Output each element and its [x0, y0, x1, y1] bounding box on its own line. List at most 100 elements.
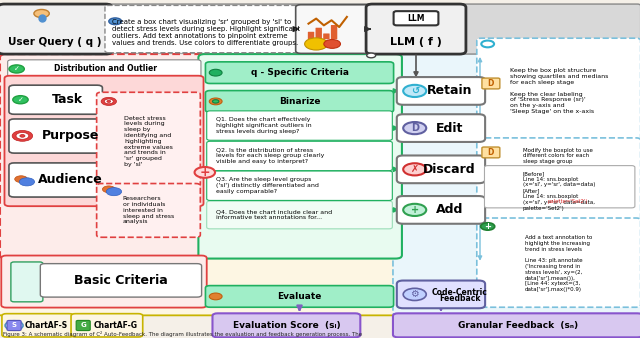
- FancyBboxPatch shape: [0, 4, 112, 54]
- FancyBboxPatch shape: [97, 92, 200, 187]
- FancyBboxPatch shape: [207, 111, 392, 140]
- Text: Q4. Does the chart include clear and
informative text annotations for...: Q4. Does the chart include clear and inf…: [216, 210, 332, 220]
- Text: Granular Feedback  (sₙ): Granular Feedback (sₙ): [458, 321, 578, 330]
- Circle shape: [403, 288, 426, 300]
- FancyBboxPatch shape: [482, 78, 500, 89]
- Text: palette='Set2'): palette='Set2'): [548, 199, 588, 204]
- FancyBboxPatch shape: [207, 201, 392, 229]
- Text: ✓: ✓: [17, 97, 24, 103]
- Text: D: D: [411, 123, 419, 133]
- FancyBboxPatch shape: [477, 138, 640, 220]
- FancyBboxPatch shape: [393, 313, 640, 337]
- Text: Q3. Are the sleep level groups
('sl') distinctly differentiated and
easily compa: Q3. Are the sleep level groups ('sl') di…: [216, 177, 319, 194]
- Text: Audience: Audience: [38, 173, 103, 186]
- FancyBboxPatch shape: [97, 184, 200, 237]
- FancyBboxPatch shape: [323, 33, 330, 39]
- Text: Evaluate: Evaluate: [277, 292, 322, 301]
- FancyBboxPatch shape: [207, 141, 392, 171]
- Text: ↺: ↺: [411, 86, 419, 96]
- Circle shape: [9, 65, 24, 73]
- Circle shape: [209, 69, 222, 76]
- Text: Q2. Is the distribution of stress
levels for each sleep group clearly
visible an: Q2. Is the distribution of stress levels…: [216, 148, 324, 164]
- Circle shape: [403, 122, 426, 134]
- Text: S: S: [12, 322, 17, 329]
- FancyBboxPatch shape: [366, 4, 466, 54]
- FancyBboxPatch shape: [212, 313, 360, 337]
- FancyBboxPatch shape: [482, 147, 500, 158]
- Text: G: G: [81, 322, 86, 329]
- Circle shape: [305, 38, 328, 50]
- Text: +: +: [484, 222, 491, 231]
- FancyBboxPatch shape: [308, 32, 314, 39]
- FancyBboxPatch shape: [205, 91, 394, 112]
- Text: Discard: Discard: [423, 163, 476, 176]
- FancyBboxPatch shape: [393, 51, 640, 315]
- Text: Evaluation Score  (sₗ): Evaluation Score (sₗ): [233, 321, 340, 330]
- Circle shape: [15, 176, 28, 183]
- Text: Basic Criteria: Basic Criteria: [74, 274, 168, 287]
- Text: q - Specific Criteria: q - Specific Criteria: [250, 68, 349, 77]
- FancyBboxPatch shape: [76, 320, 90, 331]
- FancyBboxPatch shape: [2, 314, 74, 337]
- Circle shape: [12, 130, 33, 141]
- Circle shape: [209, 293, 222, 300]
- FancyBboxPatch shape: [397, 196, 485, 224]
- Text: LLM ( f ): LLM ( f ): [390, 37, 442, 47]
- Circle shape: [106, 188, 122, 196]
- Text: User Query ( q ): User Query ( q ): [8, 37, 102, 47]
- FancyBboxPatch shape: [1, 256, 207, 308]
- Circle shape: [104, 99, 113, 104]
- FancyBboxPatch shape: [205, 62, 394, 83]
- FancyBboxPatch shape: [11, 262, 43, 302]
- Circle shape: [403, 163, 426, 175]
- Circle shape: [107, 100, 111, 102]
- Circle shape: [5, 321, 23, 330]
- FancyBboxPatch shape: [0, 51, 400, 315]
- Text: Researchers
or individuals
interested in
sleep and stress
analysis: Researchers or individuals interested in…: [123, 196, 174, 224]
- Circle shape: [209, 98, 222, 105]
- FancyBboxPatch shape: [105, 5, 301, 53]
- Text: Detect stress
levels during
sleep by
identifying and
highlighting
extreme values: Detect stress levels during sleep by ide…: [124, 116, 173, 167]
- FancyBboxPatch shape: [296, 5, 373, 53]
- FancyBboxPatch shape: [331, 25, 337, 39]
- Text: Retain: Retain: [426, 84, 472, 97]
- Circle shape: [19, 178, 35, 186]
- Text: Purpose: Purpose: [42, 129, 99, 142]
- Text: Binarize: Binarize: [279, 97, 320, 106]
- FancyBboxPatch shape: [316, 28, 322, 39]
- Text: LLM: LLM: [407, 14, 425, 23]
- Text: Edit: Edit: [436, 122, 463, 135]
- FancyBboxPatch shape: [9, 85, 102, 114]
- Circle shape: [481, 223, 495, 230]
- Circle shape: [195, 167, 215, 178]
- Circle shape: [481, 41, 494, 47]
- Text: ✓: ✓: [19, 266, 24, 271]
- FancyBboxPatch shape: [40, 264, 202, 297]
- Circle shape: [20, 135, 25, 137]
- Circle shape: [13, 96, 28, 104]
- Circle shape: [403, 85, 426, 97]
- Text: D: D: [488, 79, 494, 88]
- Circle shape: [101, 97, 116, 105]
- FancyBboxPatch shape: [477, 38, 640, 141]
- Text: Code-Centric: Code-Centric: [431, 288, 488, 297]
- FancyBboxPatch shape: [9, 119, 102, 153]
- Text: D: D: [488, 148, 494, 157]
- FancyBboxPatch shape: [484, 166, 635, 208]
- FancyBboxPatch shape: [397, 155, 485, 183]
- Text: ChartAF-S: ChartAF-S: [24, 321, 68, 330]
- Text: Keep the box plot structure
showing quartiles and medians
for each sleep stage

: Keep the box plot structure showing quar…: [509, 69, 608, 114]
- Text: +: +: [411, 205, 419, 215]
- Text: Add: Add: [436, 203, 463, 216]
- FancyBboxPatch shape: [397, 114, 485, 142]
- Text: ✗: ✗: [411, 164, 419, 174]
- Text: Modify the boxplot to use
different colors for each
sleep stage group

[Before]
: Modify the boxplot to use different colo…: [522, 148, 595, 211]
- Text: Distribution and Outlier: Distribution and Outlier: [54, 65, 157, 73]
- Text: ChartAF-G: ChartAF-G: [93, 321, 137, 330]
- Circle shape: [367, 53, 376, 58]
- Circle shape: [109, 18, 122, 25]
- FancyBboxPatch shape: [0, 54, 208, 259]
- Circle shape: [16, 132, 29, 139]
- FancyBboxPatch shape: [0, 4, 640, 54]
- FancyBboxPatch shape: [207, 171, 392, 200]
